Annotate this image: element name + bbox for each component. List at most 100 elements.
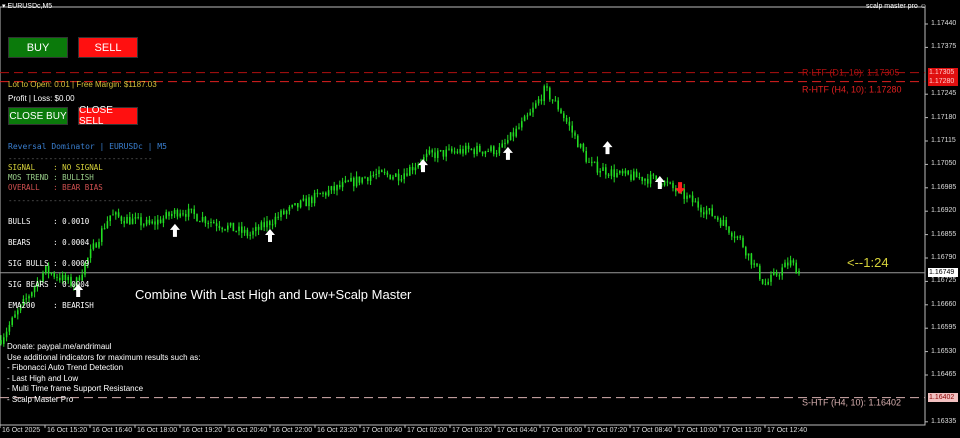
candle-body	[789, 260, 792, 266]
candle-body	[666, 181, 669, 183]
buy-arrow-icon	[169, 223, 180, 237]
candle-body	[126, 217, 128, 224]
candle-body	[241, 226, 243, 233]
symbol-title[interactable]: ▾ EURUSDc,M5	[2, 3, 53, 10]
candle-body	[571, 125, 573, 133]
candle-body	[31, 292, 33, 297]
x-tick-label: 16 Oct 15:20	[47, 427, 88, 434]
candle-body	[481, 151, 484, 154]
close-buy-button[interactable]: CLOSE BUY	[8, 107, 68, 125]
candle-body	[795, 262, 797, 274]
candle-body	[467, 145, 470, 150]
candle-body	[521, 121, 523, 128]
candle-body	[445, 149, 447, 157]
x-tick-label: 16 Oct 19:20	[182, 427, 223, 434]
candle-body	[291, 204, 293, 207]
candle-body	[655, 175, 657, 180]
candle-body	[591, 161, 593, 163]
candle-body	[540, 99, 543, 102]
candle-body	[280, 210, 282, 218]
candle-body	[554, 100, 557, 102]
candle-body	[129, 217, 131, 225]
candle-body	[512, 132, 515, 137]
level-label: S-HTF (H4, 10): 1.16402	[802, 398, 901, 408]
candle-body	[504, 142, 506, 144]
candle-body	[361, 177, 363, 183]
candle-body	[635, 171, 638, 178]
candle-body	[787, 262, 789, 266]
chart-frame	[0, 6, 926, 426]
candle-body	[593, 161, 596, 163]
x-tick-label: 16 Oct 22:00	[272, 427, 313, 434]
candle-body	[546, 86, 548, 88]
candle-body	[70, 276, 72, 286]
mos-trend-row: MOS TREND : BULLISH	[8, 173, 94, 182]
candle-body	[633, 171, 635, 180]
buy-button[interactable]: BUY	[8, 37, 68, 58]
candle-body	[358, 176, 361, 183]
candle-body	[28, 296, 30, 299]
candle-body	[703, 212, 705, 215]
close-sell-button[interactable]: CLOSE SELL	[78, 105, 138, 127]
candle-body	[493, 146, 495, 155]
candle-body	[731, 232, 733, 237]
candle-body	[675, 188, 677, 192]
candle-body	[11, 317, 13, 325]
candle-body	[437, 150, 439, 159]
candle-body	[596, 161, 599, 173]
candle-body	[775, 272, 778, 276]
candle-body	[694, 201, 697, 203]
candle-body	[285, 210, 288, 215]
candle-body	[61, 274, 64, 281]
candle-body	[56, 276, 58, 278]
candle-body	[45, 265, 47, 273]
candle-body	[42, 272, 44, 283]
annotation-text: Combine With Last High and Low+Scalp Mas…	[135, 287, 412, 302]
candle-body	[526, 115, 529, 117]
candle-body	[308, 197, 310, 207]
candle-body	[252, 231, 254, 235]
candle-body	[151, 221, 153, 224]
candle-body	[89, 249, 92, 258]
candle-body	[271, 224, 274, 226]
stat-row: BEARS : 0.0004	[8, 237, 90, 247]
y-tick-label: 1.16985	[931, 183, 957, 191]
candle-body	[196, 214, 198, 222]
candle-body	[92, 243, 95, 250]
candle-body	[442, 150, 445, 157]
x-tick-label: 16 Oct 20:40	[227, 427, 268, 434]
candle-body	[176, 210, 179, 217]
candle-body	[602, 167, 604, 171]
candle-body	[39, 281, 41, 283]
candle-body	[582, 143, 585, 152]
candle-body	[378, 170, 380, 174]
symbol-label: EURUSDc,M5	[7, 3, 53, 10]
candle-body	[613, 169, 615, 177]
y-tick-label: 1.17245	[931, 90, 957, 98]
candle-body	[705, 210, 708, 215]
candle-body	[414, 167, 417, 171]
candle-body	[246, 229, 249, 236]
candle-body	[364, 177, 366, 179]
candle-body	[383, 171, 386, 173]
candle-body	[588, 161, 590, 163]
candle-body	[456, 151, 459, 153]
note-line: - Last High and Low	[7, 373, 79, 383]
y-tick-label: 1.16725	[931, 277, 957, 285]
candle-body	[579, 143, 582, 148]
x-tick-label: 17 Oct 10:00	[677, 427, 718, 434]
x-tick-label: 17 Oct 02:00	[407, 427, 448, 434]
candle-body	[750, 253, 753, 265]
y-tick-label: 1.16335	[931, 417, 957, 425]
sell-button[interactable]: SELL	[78, 37, 138, 58]
candle-body	[610, 169, 613, 176]
level-price-tag: 1.16402	[928, 393, 958, 403]
candle-body	[115, 212, 117, 215]
candle-body	[607, 174, 610, 176]
candle-body	[644, 178, 646, 181]
candle-body	[761, 279, 764, 284]
candle-body	[185, 214, 187, 217]
candle-body	[599, 170, 601, 173]
y-tick-label: 1.16660	[931, 300, 957, 308]
